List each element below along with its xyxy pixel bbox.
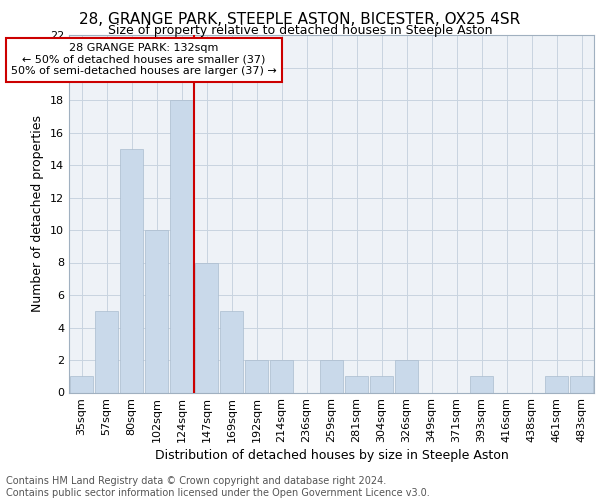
- Text: 28 GRANGE PARK: 132sqm
← 50% of detached houses are smaller (37)
50% of semi-det: 28 GRANGE PARK: 132sqm ← 50% of detached…: [11, 43, 277, 76]
- Y-axis label: Number of detached properties: Number of detached properties: [31, 116, 44, 312]
- Bar: [370, 376, 394, 392]
- Bar: [145, 230, 169, 392]
- Bar: [194, 262, 218, 392]
- Bar: [569, 376, 593, 392]
- Text: Contains HM Land Registry data © Crown copyright and database right 2024.
Contai: Contains HM Land Registry data © Crown c…: [6, 476, 430, 498]
- Bar: [95, 311, 118, 392]
- Bar: [245, 360, 268, 392]
- Bar: [119, 149, 143, 392]
- Bar: [470, 376, 493, 392]
- Bar: [70, 376, 94, 392]
- Bar: [395, 360, 418, 392]
- X-axis label: Distribution of detached houses by size in Steeple Aston: Distribution of detached houses by size …: [155, 450, 508, 462]
- Bar: [220, 311, 244, 392]
- Bar: [269, 360, 293, 392]
- Bar: [344, 376, 368, 392]
- Bar: [170, 100, 193, 392]
- Text: Size of property relative to detached houses in Steeple Aston: Size of property relative to detached ho…: [108, 24, 492, 37]
- Text: 28, GRANGE PARK, STEEPLE ASTON, BICESTER, OX25 4SR: 28, GRANGE PARK, STEEPLE ASTON, BICESTER…: [79, 12, 521, 26]
- Bar: [320, 360, 343, 392]
- Bar: [545, 376, 568, 392]
